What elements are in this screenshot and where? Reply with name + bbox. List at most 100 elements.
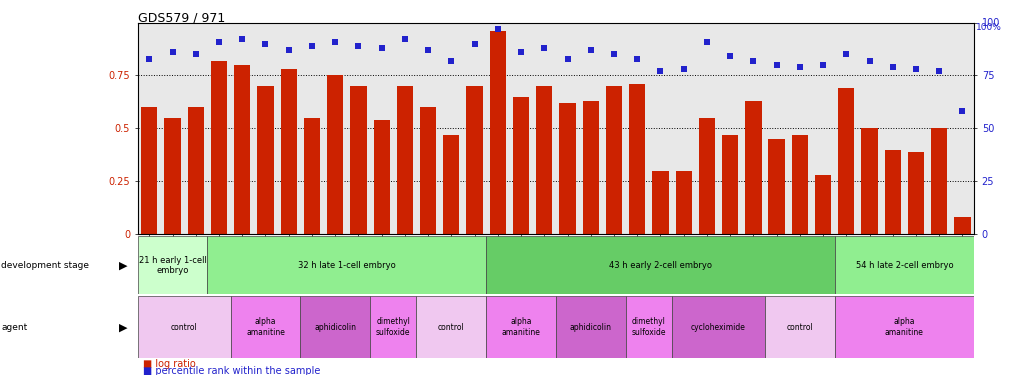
Bar <box>486 296 555 358</box>
Bar <box>791 135 807 234</box>
Bar <box>489 31 505 234</box>
Bar <box>280 69 297 234</box>
Point <box>838 51 854 57</box>
Point <box>907 66 923 72</box>
Point <box>745 58 761 64</box>
Bar <box>629 84 645 234</box>
Text: alpha
amanitine: alpha amanitine <box>246 318 284 337</box>
Bar <box>396 86 413 234</box>
Text: alpha
amanitine: alpha amanitine <box>501 318 540 337</box>
Bar <box>883 150 900 234</box>
Bar <box>141 107 157 234</box>
Point <box>629 56 645 62</box>
Bar <box>861 128 876 234</box>
Bar <box>767 139 784 234</box>
Bar <box>555 296 625 358</box>
Point <box>860 58 876 64</box>
Text: cycloheximide: cycloheximide <box>691 322 745 332</box>
Text: 21 h early 1-cell
embryo: 21 h early 1-cell embryo <box>139 256 206 275</box>
Bar <box>582 101 598 234</box>
Point <box>164 49 180 55</box>
Text: 100%: 100% <box>975 22 1001 32</box>
Point <box>141 56 157 62</box>
Bar <box>486 236 834 294</box>
Point <box>721 53 738 59</box>
Text: agent: agent <box>1 322 28 332</box>
Text: GDS579 / 971: GDS579 / 971 <box>138 11 225 24</box>
Point <box>187 51 204 57</box>
Bar <box>416 296 486 358</box>
Bar <box>652 171 667 234</box>
Bar <box>350 86 366 234</box>
Point <box>350 43 366 49</box>
Text: ▶: ▶ <box>119 322 127 332</box>
Bar <box>675 171 691 234</box>
Bar <box>930 128 947 234</box>
Bar <box>672 296 764 358</box>
Bar <box>814 175 830 234</box>
Bar <box>230 296 300 358</box>
Bar <box>721 135 738 234</box>
Bar <box>834 236 973 294</box>
Point <box>396 36 413 42</box>
Point <box>536 45 552 51</box>
Point <box>513 49 529 55</box>
Bar <box>373 120 389 234</box>
Bar <box>234 65 250 234</box>
Bar <box>558 103 575 234</box>
Bar <box>745 101 761 234</box>
Bar <box>164 118 180 234</box>
Text: ■ percentile rank within the sample: ■ percentile rank within the sample <box>143 366 320 375</box>
Bar <box>138 236 207 294</box>
Text: control: control <box>170 322 198 332</box>
Point <box>814 62 830 68</box>
Point <box>327 39 343 45</box>
Bar <box>207 236 486 294</box>
Point <box>652 68 668 74</box>
Point <box>675 66 691 72</box>
Bar <box>907 152 923 234</box>
Text: 43 h early 2-cell embryo: 43 h early 2-cell embryo <box>608 261 711 270</box>
Bar <box>838 88 854 234</box>
Bar <box>304 118 320 234</box>
Point <box>582 47 598 53</box>
Bar <box>257 86 273 234</box>
Text: aphidicolin: aphidicolin <box>314 322 356 332</box>
Bar <box>513 97 529 234</box>
Text: aphidicolin: aphidicolin <box>570 322 611 332</box>
Point <box>420 47 436 53</box>
Point <box>373 45 389 51</box>
Point <box>234 36 251 42</box>
Text: ▶: ▶ <box>119 260 127 270</box>
Point <box>211 39 227 45</box>
Bar <box>211 61 227 234</box>
Text: dimethyl
sulfoxide: dimethyl sulfoxide <box>631 318 665 337</box>
Point <box>257 41 273 47</box>
Bar <box>605 86 622 234</box>
Bar <box>536 86 552 234</box>
Point <box>930 68 947 74</box>
Bar <box>698 118 714 234</box>
Bar <box>370 296 416 358</box>
Text: control: control <box>437 322 465 332</box>
Point <box>442 58 459 64</box>
Bar <box>834 296 973 358</box>
Bar <box>954 217 970 234</box>
Text: 54 h late 2-cell embryo: 54 h late 2-cell embryo <box>855 261 953 270</box>
Text: 32 h late 1-cell embryo: 32 h late 1-cell embryo <box>298 261 395 270</box>
Point <box>954 108 970 114</box>
Bar <box>625 296 672 358</box>
Bar <box>420 107 436 234</box>
Bar <box>300 296 370 358</box>
Point <box>883 64 900 70</box>
Text: ■ log ratio: ■ log ratio <box>143 359 196 369</box>
Text: control: control <box>786 322 812 332</box>
Point <box>280 47 297 53</box>
Text: alpha
amanitine: alpha amanitine <box>884 318 923 337</box>
Point <box>466 41 482 47</box>
Point <box>791 64 807 70</box>
Point <box>767 62 784 68</box>
Text: development stage: development stage <box>1 261 89 270</box>
Point <box>304 43 320 49</box>
Point <box>489 26 505 32</box>
